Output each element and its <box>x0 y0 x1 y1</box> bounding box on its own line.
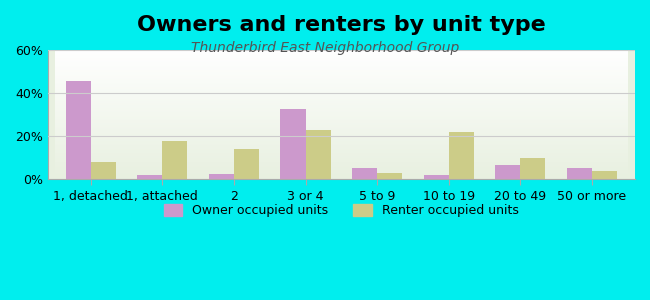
Legend: Owner occupied units, Renter occupied units: Owner occupied units, Renter occupied un… <box>159 199 524 222</box>
Bar <box>66 81 91 179</box>
Bar <box>162 141 187 179</box>
Bar <box>352 168 377 179</box>
Bar <box>137 175 162 179</box>
Bar <box>592 171 617 179</box>
Text: Thunderbird East Neighborhood Group: Thunderbird East Neighborhood Group <box>191 41 459 55</box>
Bar <box>377 173 402 179</box>
Bar <box>91 162 116 179</box>
Bar <box>306 130 331 179</box>
Bar <box>281 109 306 179</box>
Bar <box>424 175 448 179</box>
Bar <box>521 158 545 179</box>
Bar <box>448 132 474 179</box>
Bar <box>234 149 259 179</box>
Bar <box>567 168 592 179</box>
Title: Owners and renters by unit type: Owners and renters by unit type <box>137 15 546 35</box>
Bar <box>495 166 521 179</box>
Bar <box>209 174 234 179</box>
